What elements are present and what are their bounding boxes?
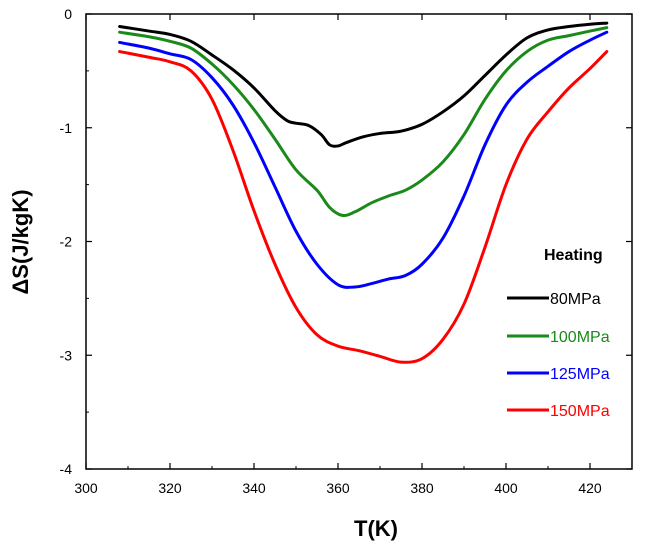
x-tick-label: 360	[326, 480, 350, 496]
x-tick-label: 340	[242, 480, 266, 496]
y-tick-label: -3	[60, 347, 73, 363]
series-line-125mpa	[118, 30, 609, 289]
series-line-150mpa	[118, 50, 609, 364]
legend: Heating 80MPa 100MPa 125MPa 150MPa	[507, 247, 610, 420]
y-tick-label: -1	[60, 120, 73, 136]
x-tick-label: 380	[410, 480, 434, 496]
y-axis-title: ΔS(J/kgK)	[8, 189, 33, 294]
series-lines	[118, 21, 609, 364]
y-tick-label: -2	[60, 234, 73, 250]
legend-title: Heating	[544, 247, 603, 264]
labels: T(K) ΔS(J/kgK)	[8, 189, 398, 541]
legend-label-150mpa: 150MPa	[550, 403, 610, 420]
x-tick-label: 300	[74, 480, 98, 496]
x-tick-label: 400	[494, 480, 518, 496]
axes: 300 320 340 360 380 400 420 0 -1 -2 -3 -4	[60, 6, 633, 496]
y-tick-label: -4	[60, 461, 73, 477]
series-line-80mpa	[118, 21, 609, 148]
legend-label-80mpa: 80MPa	[550, 291, 601, 308]
legend-label-125mpa: 125MPa	[550, 366, 610, 383]
x-axis-title: T(K)	[354, 516, 398, 541]
series-line-100mpa	[118, 26, 609, 217]
y-tick-label: 0	[64, 6, 72, 22]
legend-label-100mpa: 100MPa	[550, 329, 610, 346]
x-tick-label: 420	[578, 480, 602, 496]
x-tick-label: 320	[158, 480, 182, 496]
